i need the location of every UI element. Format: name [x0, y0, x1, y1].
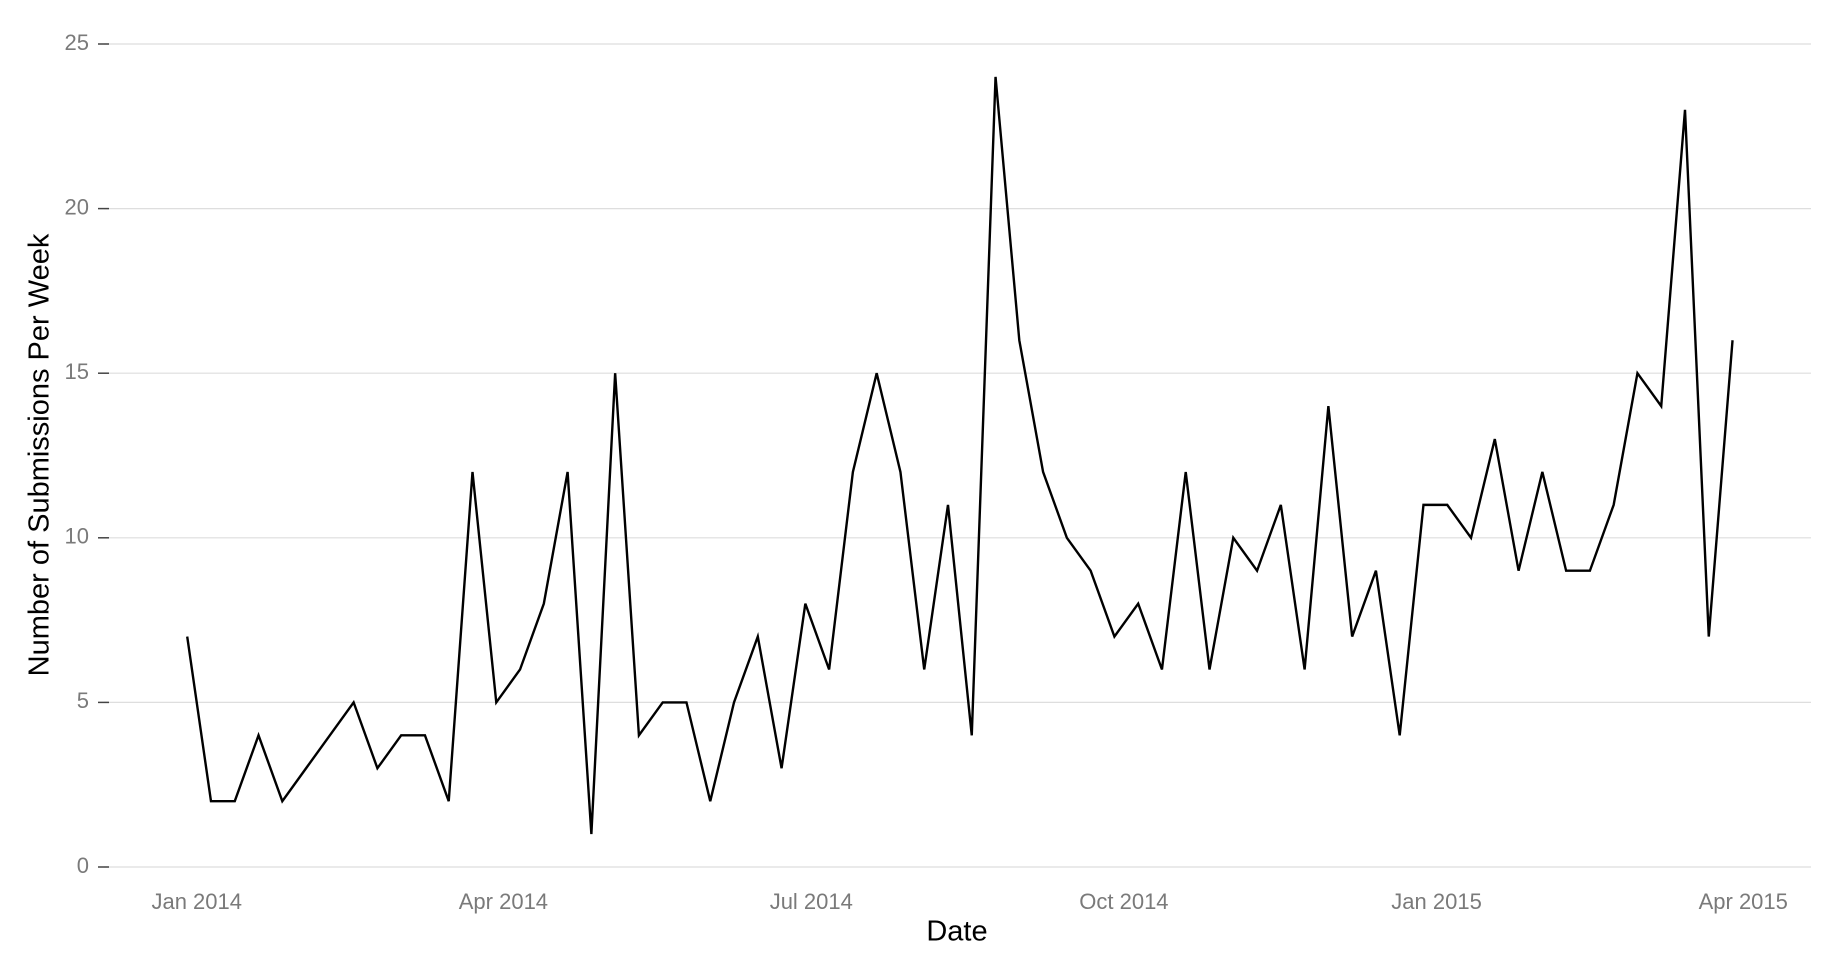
x-axis-title: Date	[926, 916, 987, 948]
y-tick-label: 0	[77, 853, 89, 878]
x-tick-label: Apr 2015	[1699, 889, 1788, 914]
y-tick-label: 25	[65, 30, 89, 55]
y-tick-label: 15	[65, 359, 89, 384]
x-tick-label: Jul 2014	[770, 889, 853, 914]
y-tick-label: 20	[65, 194, 89, 219]
y-tick-label: 10	[65, 524, 89, 549]
x-tick-label: Jan 2014	[151, 889, 242, 914]
data-line	[186, 76, 1734, 835]
y-tick-label: 5	[77, 688, 89, 713]
y-axis-title: Number of Submissions Per Week	[24, 233, 56, 676]
x-tick-label: Apr 2014	[459, 889, 548, 914]
x-tick-label: Oct 2014	[1079, 889, 1168, 914]
x-tick-label: Jan 2015	[1391, 889, 1482, 914]
